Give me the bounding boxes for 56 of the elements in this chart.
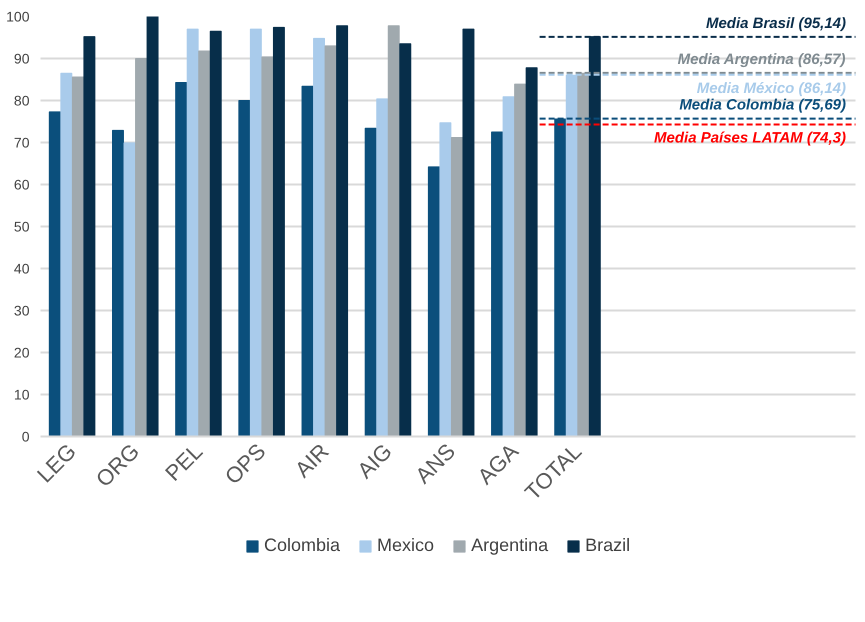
bar <box>124 142 136 436</box>
bar <box>238 100 250 436</box>
ref-line-label: Media Países LATAM (74,3) <box>654 129 846 146</box>
bar <box>450 136 463 436</box>
y-tick-label: 20 <box>14 344 30 360</box>
bar <box>313 38 326 436</box>
ref-line-label: Media Argentina (86,57) <box>678 50 846 68</box>
bar <box>364 128 377 436</box>
bar <box>175 82 188 436</box>
bar <box>577 72 590 436</box>
y-tick-label: 0 <box>22 428 30 444</box>
bar <box>514 84 526 436</box>
y-tick-label: 10 <box>14 386 30 402</box>
bar <box>428 166 440 436</box>
x-tick-label: AIG <box>352 438 397 484</box>
bar <box>60 72 72 436</box>
y-tick-label: 60 <box>14 176 30 192</box>
bar <box>502 96 515 436</box>
bar <box>250 28 262 436</box>
ref-line-label: Media Brasil (95,14) <box>706 14 846 32</box>
bar <box>198 50 210 436</box>
bar <box>399 43 412 436</box>
bar <box>376 98 388 436</box>
bar <box>491 132 504 436</box>
bar <box>388 25 400 436</box>
bar <box>272 26 285 436</box>
bar <box>261 56 274 436</box>
x-tick-label: AIR <box>290 438 334 482</box>
legend-label: Brazil <box>585 535 630 556</box>
bar <box>135 58 148 436</box>
bar <box>324 45 337 436</box>
y-tick-label: 80 <box>14 92 30 108</box>
y-tick-label: 90 <box>14 50 30 66</box>
ref-line-label: Media Colombia (75,69) <box>679 96 846 114</box>
bar <box>72 76 84 436</box>
bar <box>83 36 96 436</box>
bar <box>186 28 199 436</box>
legend-label: Mexico <box>377 535 434 556</box>
bar <box>526 67 538 436</box>
legend-label: Argentina <box>471 535 548 556</box>
bar <box>439 122 452 436</box>
bar <box>146 16 159 436</box>
y-tick-label: 100 <box>6 8 30 24</box>
bar <box>302 86 314 436</box>
legend-label: Colombia <box>264 535 340 556</box>
y-tick-label: 40 <box>14 260 30 276</box>
bar <box>462 28 474 436</box>
bar <box>48 111 61 436</box>
x-tick-label: PEL <box>160 438 208 486</box>
y-tick-label: 70 <box>14 134 30 150</box>
y-tick-label: 50 <box>14 218 30 234</box>
ref-line-label: Media México (86,14) <box>696 80 846 97</box>
bar <box>112 130 124 436</box>
bar <box>336 25 348 436</box>
y-tick-label: 30 <box>14 302 30 318</box>
bar <box>210 30 222 436</box>
